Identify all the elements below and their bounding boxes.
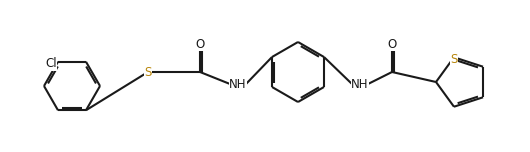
Text: NH: NH <box>351 78 369 90</box>
Text: O: O <box>196 38 205 50</box>
Text: O: O <box>387 38 396 50</box>
Text: S: S <box>450 53 457 66</box>
Text: NH: NH <box>229 78 247 90</box>
Text: Cl: Cl <box>45 57 57 70</box>
Text: S: S <box>144 66 152 78</box>
